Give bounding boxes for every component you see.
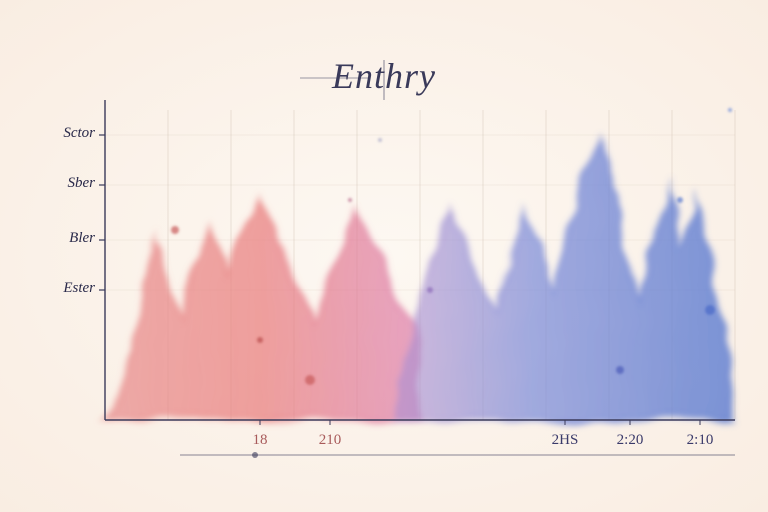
x-axis-label: 210 <box>310 432 350 449</box>
y-axis-label: Ester <box>45 280 95 297</box>
x-axis-label: 2HS <box>545 432 585 449</box>
y-axis-label: Sber <box>45 175 95 192</box>
chart-title: Enthry <box>332 55 436 97</box>
watercolor-chart: Enthry Sctor Sber Bler Ester 18 210 2HS 2:20 2:… <box>0 0 768 512</box>
x-axis-label: 2:10 <box>680 432 720 449</box>
x-axis-label: 2:20 <box>610 432 650 449</box>
y-axis-label: Bler <box>45 230 95 247</box>
y-axis-label: Sctor <box>45 125 95 142</box>
x-axis-label: 18 <box>240 432 280 449</box>
